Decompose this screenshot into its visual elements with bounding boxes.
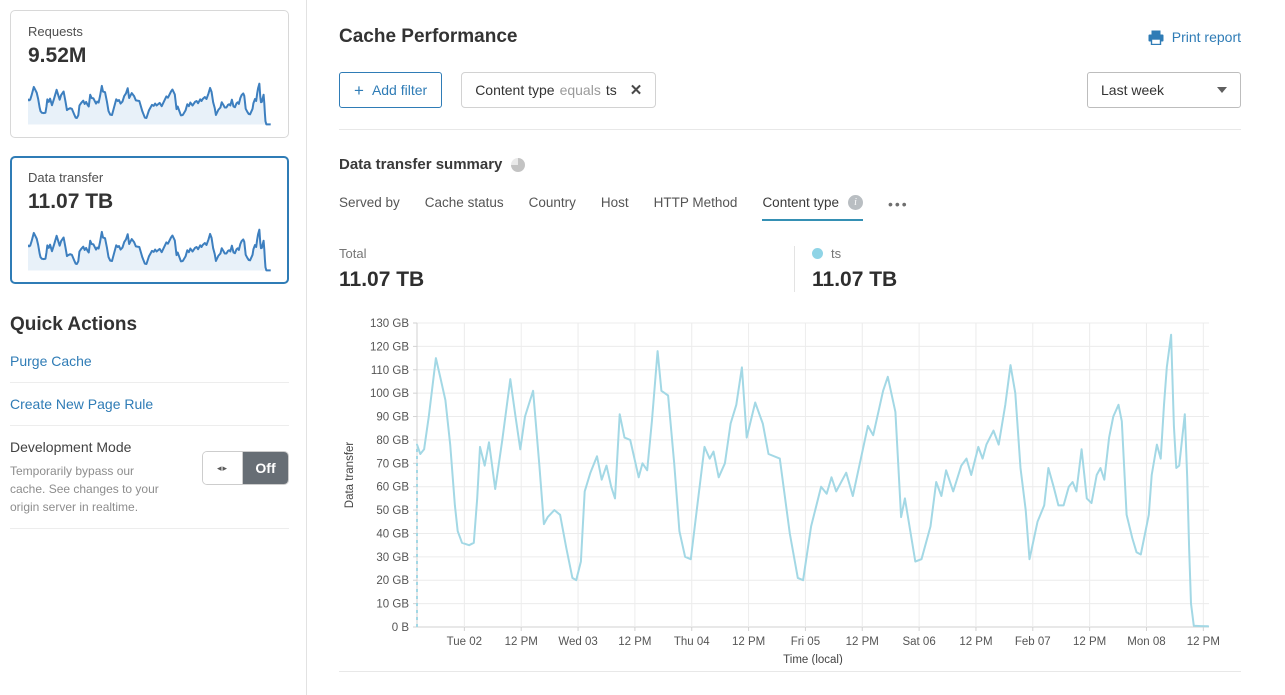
- y-tick-label: 50 GB: [376, 505, 409, 517]
- x-tick-label: 12 PM: [1187, 636, 1220, 648]
- tab-content-type[interactable]: Content type i: [762, 195, 863, 221]
- totals-row: Total 11.07 TB ts 11.07 TB: [339, 246, 1241, 292]
- data-transfer-value: 11.07 TB: [28, 190, 114, 213]
- x-tick-label: Sat 06: [902, 636, 935, 648]
- y-tick-label: 130 GB: [370, 318, 409, 330]
- data-transfer-sparkline: [28, 223, 271, 273]
- x-tick-label: 12 PM: [959, 636, 992, 648]
- x-tick-label: Tue 02: [447, 636, 482, 648]
- sparkline-path: [28, 84, 271, 125]
- y-tick-label: 30 GB: [376, 552, 409, 564]
- x-tick-label: 12 PM: [1073, 636, 1106, 648]
- main-header: Cache Performance Print report: [339, 26, 1241, 48]
- y-tick-label: 0 B: [392, 622, 410, 634]
- requests-sparkline: [28, 77, 271, 127]
- summary-tabs: Served by Cache status Country Host HTTP…: [339, 195, 1241, 221]
- requests-label: Requests: [28, 24, 83, 39]
- total-label: Total: [339, 246, 367, 261]
- plus-icon: +: [354, 80, 364, 100]
- filter-chip-operator: equals: [559, 82, 601, 98]
- y-tick-label: 40 GB: [376, 528, 409, 540]
- filter-row: + Add filter Content type equals ts ✕ La…: [339, 72, 1241, 108]
- requests-value: 9.52M: [28, 44, 87, 67]
- y-tick-label: 80 GB: [376, 435, 409, 447]
- tab-host[interactable]: Host: [600, 195, 629, 210]
- pie-chart-icon: [511, 157, 526, 172]
- create-page-rule-link[interactable]: Create New Page Rule: [10, 383, 289, 426]
- totals-divider: [794, 246, 795, 292]
- y-axis-title: Data transfer: [344, 442, 356, 509]
- toggle-arrows-icon[interactable]: ◂▸: [203, 452, 243, 484]
- data-transfer-label: Data transfer: [28, 170, 104, 185]
- metric-card-requests[interactable]: Requests 9.52M: [10, 10, 289, 138]
- tab-served-by[interactable]: Served by: [339, 195, 400, 210]
- toggle-state-off[interactable]: Off: [243, 452, 288, 484]
- development-mode-toggle[interactable]: ◂▸ Off: [202, 451, 289, 485]
- x-tick-label: Thu 04: [674, 636, 710, 648]
- y-tick-label: 90 GB: [376, 412, 409, 424]
- tab-content-type-label: Content type: [762, 195, 839, 210]
- purge-cache-link[interactable]: Purge Cache: [10, 340, 289, 383]
- tab-cache-status[interactable]: Cache status: [424, 195, 504, 210]
- summary-title-row: Data transfer summary: [339, 156, 1241, 173]
- more-tabs-button[interactable]: •••: [888, 196, 909, 212]
- x-tick-label: Mon 08: [1127, 636, 1165, 648]
- filter-chip-close-icon[interactable]: ✕: [629, 81, 643, 99]
- sidebar: Requests 9.52M Data transfer 11.07 TB Qu…: [0, 0, 306, 695]
- filter-chip-value: ts: [605, 82, 617, 98]
- header-divider: [339, 129, 1241, 130]
- chevron-down-icon: [1217, 87, 1227, 93]
- time-range-select[interactable]: Last week: [1087, 72, 1241, 108]
- x-axis-title: Time (local): [783, 654, 843, 665]
- series-line-ts: [416, 333, 1210, 628]
- y-tick-label: 20 GB: [376, 575, 409, 587]
- y-tick-label: 10 GB: [376, 599, 409, 611]
- development-mode-title: Development Mode: [10, 439, 132, 455]
- printer-icon: [1148, 30, 1164, 45]
- x-tick-label: 12 PM: [618, 636, 651, 648]
- x-tick-label: Wed 03: [558, 636, 597, 648]
- data-transfer-chart: 0 B 10 GB 20 GB 30 GB 40 GB 50 GB 60 GB 70 GB 80…: [339, 305, 1241, 668]
- total-value: 11.07 TB: [339, 268, 425, 291]
- y-tick-label: 120 GB: [370, 341, 409, 353]
- y-tick-label: 110 GB: [371, 365, 409, 377]
- filter-chip-content-type[interactable]: Content type equals ts ✕: [461, 72, 657, 108]
- summary-title: Data transfer summary: [339, 156, 503, 173]
- development-mode-section: Development Mode Temporarily bypass our …: [10, 426, 289, 529]
- x-tick-label: 12 PM: [732, 636, 765, 648]
- metric-card-data-transfer[interactable]: Data transfer 11.07 TB: [10, 156, 289, 284]
- x-tick-label: 12 PM: [505, 636, 538, 648]
- page-title: Cache Performance: [339, 26, 518, 47]
- y-tick-label: 100 GB: [370, 388, 409, 400]
- legend-label-ts: ts: [831, 246, 842, 261]
- tab-http-method[interactable]: HTTP Method: [653, 195, 738, 210]
- legend-dot-ts: [812, 248, 823, 259]
- series-value-ts: 11.07 TB: [812, 268, 898, 291]
- time-range-selected-value: Last week: [1101, 82, 1165, 98]
- sparkline-path: [28, 230, 271, 271]
- chart-grid: [413, 322, 1209, 631]
- line-chart-svg[interactable]: 0 B 10 GB 20 GB 30 GB 40 GB 50 GB 60 GB 70 GB 80…: [339, 305, 1235, 666]
- info-icon[interactable]: i: [848, 195, 863, 210]
- x-tick-label: Fri 05: [791, 636, 820, 648]
- section-divider: [339, 671, 1241, 672]
- development-mode-description: Temporarily bypass our cache. See change…: [10, 464, 159, 514]
- y-tick-label: 70 GB: [376, 458, 409, 470]
- print-report-link[interactable]: Print report: [1148, 29, 1241, 45]
- main-content: Cache Performance Print report + Add fil…: [306, 0, 1285, 695]
- x-tick-label: 12 PM: [846, 636, 879, 648]
- x-tick-label: Feb 07: [1015, 636, 1051, 648]
- filter-chip-field: Content type: [475, 82, 555, 98]
- tab-country[interactable]: Country: [528, 195, 576, 210]
- add-filter-button[interactable]: + Add filter: [339, 72, 443, 108]
- add-filter-label: Add filter: [371, 82, 428, 98]
- y-tick-label: 60 GB: [376, 482, 409, 494]
- legend-ts[interactable]: ts: [812, 246, 897, 261]
- print-report-label: Print report: [1171, 29, 1241, 45]
- quick-actions-title: Quick Actions: [10, 314, 138, 335]
